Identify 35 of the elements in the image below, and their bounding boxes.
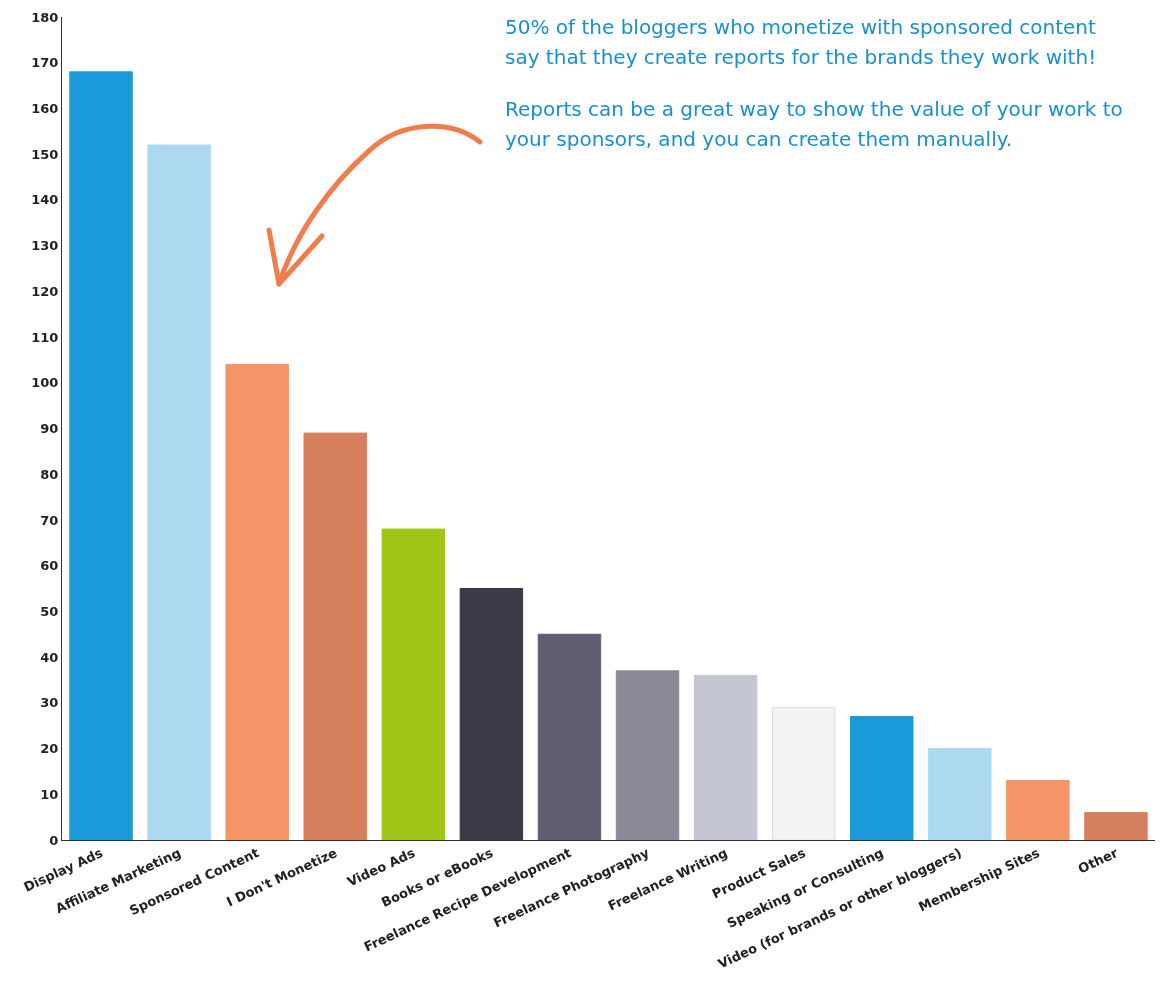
annotation: Reports can be a great way to show the value of your work to your sponsors, and you can create them manually. — [505, 96, 1124, 153]
y-tick-label: 180 — [31, 9, 59, 25]
bar — [771, 706, 836, 840]
bar — [303, 432, 367, 840]
y-tick-label: 20 — [40, 741, 59, 757]
bar — [850, 716, 914, 840]
y-tick-label: 60 — [40, 558, 59, 574]
bar — [225, 363, 289, 840]
y-tick-label: 0 — [49, 832, 59, 848]
y-tick-label: 130 — [31, 238, 59, 254]
y-tick-label: 50 — [40, 603, 59, 619]
y-tick-label: 140 — [31, 192, 59, 208]
y-tick-label: 80 — [40, 466, 59, 482]
bar — [381, 528, 446, 840]
y-tick-label: 160 — [31, 100, 59, 116]
bar — [928, 748, 992, 840]
y-tick-label: 110 — [31, 329, 59, 345]
bar — [69, 71, 133, 840]
bar — [1084, 812, 1148, 840]
y-tick-label: 150 — [31, 146, 59, 162]
bar — [147, 144, 211, 840]
y-tick-label: 90 — [40, 421, 59, 437]
y-tick-label: 30 — [40, 695, 59, 711]
y-tick-label: 120 — [31, 283, 59, 299]
bar — [537, 633, 602, 840]
y-tick-label: 70 — [40, 512, 59, 528]
y-tick-label: 40 — [40, 649, 59, 665]
bar — [459, 588, 524, 840]
bar — [1006, 780, 1070, 840]
y-tick-label: 100 — [31, 375, 59, 391]
annotation: 50% of the bloggers who monetize with sponsored content say that they create reports for the brands they work with! — [505, 14, 1098, 71]
bar — [693, 674, 758, 840]
y-tick-label: 10 — [40, 786, 59, 802]
bar — [615, 670, 680, 840]
y-tick-label: 170 — [31, 55, 59, 71]
